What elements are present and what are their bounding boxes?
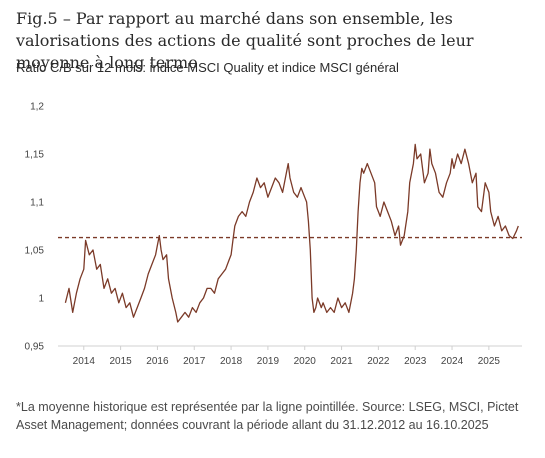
x-tick-label: 2022 (367, 356, 390, 367)
x-tick-label: 2016 (146, 356, 169, 367)
x-tick-label: 2024 (441, 356, 464, 367)
y-tick-label: 1,15 (25, 150, 45, 161)
y-tick-label: 1,1 (30, 198, 44, 209)
y-tick-label: 1 (38, 294, 44, 305)
pe-ratio-line-chart: 0,95 1 1,05 1,1 1,15 1,2 2014 2015 2016 2017 2018… (25, 102, 522, 367)
x-tick-label: 2014 (73, 356, 96, 367)
y-tick-label: 1,2 (30, 102, 44, 113)
pe-ratio-series-line (64, 143, 519, 323)
x-tick-label: 2021 (330, 356, 353, 367)
x-tick-label: 2023 (404, 356, 427, 367)
chart-title: Fig.5 – Par rapport au marché dans son e… (16, 9, 474, 72)
x-axis: 2014 2015 2016 2017 2018 2019 2020 2021 2022 2023… (58, 345, 522, 367)
x-tick-label: 2020 (294, 356, 317, 367)
plot-area (58, 143, 522, 323)
y-tick-label: 1,05 (25, 246, 45, 257)
chart-area: 0,95 1 1,05 1,1 1,15 1,2 2014 2015 2016 2017 2018… (0, 88, 545, 378)
x-tick-label: 2015 (109, 356, 132, 367)
chart-footnote: *La moyenne historique est représentée p… (16, 400, 519, 432)
x-tick-label: 2018 (220, 356, 243, 367)
y-tick-label: 0,95 (25, 342, 45, 353)
x-tick-label: 2019 (257, 356, 280, 367)
x-tick-label: 2025 (478, 356, 501, 367)
chart-subtitle: Ratio C/B sur 12 mois: indice MSCI Quali… (16, 60, 399, 75)
x-tick-label: 2017 (183, 356, 206, 367)
y-axis: 0,95 1 1,05 1,1 1,15 1,2 (25, 102, 45, 353)
